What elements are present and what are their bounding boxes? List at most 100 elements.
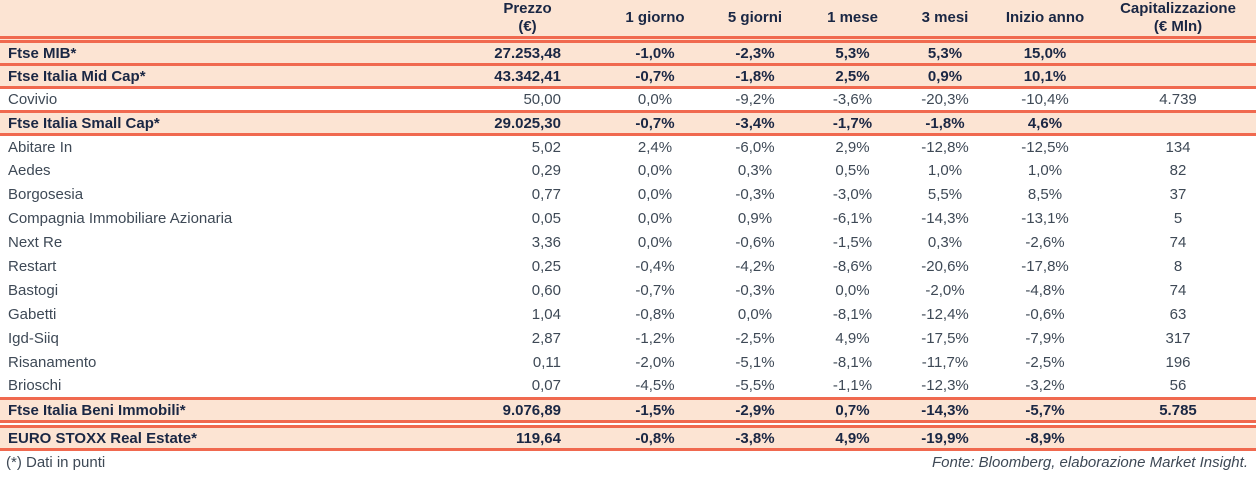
- cell-1-giorno: 0,0%: [637, 234, 673, 251]
- cell-capitalizzazione: 196: [1165, 354, 1191, 371]
- cell-1-mese: -8,1%: [832, 306, 873, 323]
- table-row-covivio: Covivio 50,00 0,0% -9,2% -3,6% -20,3% -10,4% 4.…: [0, 88, 1256, 112]
- cell-1-giorno: 0,0%: [637, 162, 673, 179]
- row-label: Aedes: [8, 162, 51, 179]
- cell-1-giorno: 0,0%: [637, 210, 673, 227]
- cell-1-mese: -1,5%: [832, 234, 873, 251]
- table-row-next-re: Next Re 3,36 0,0% -0,6% -1,5% 0,3% -2,6% 74: [0, 231, 1256, 255]
- cell-capitalizzazione: [1100, 42, 1256, 65]
- cell-3-mesi: 5,3%: [927, 44, 963, 62]
- cell-capitalizzazione: 74: [1169, 282, 1187, 299]
- cell-inizio-anno: -10,4%: [1021, 91, 1069, 108]
- cell-3-mesi: 1,0%: [927, 162, 963, 179]
- cell-prezzo: 9.076,89: [502, 401, 561, 419]
- cell-1-giorno: -4,5%: [635, 377, 675, 395]
- cell-inizio-anno: -13,1%: [1021, 210, 1069, 227]
- row-label: Bastogi: [8, 282, 59, 299]
- row-label: Ftse Italia Mid Cap*: [8, 67, 146, 85]
- table-row-brioschi: Brioschi 0,07 -4,5% -5,5% -1,1% -12,3% -3,2% 56: [0, 375, 1256, 399]
- cell-prezzo: 50,00: [523, 91, 561, 108]
- cell-5-giorni: -2,5%: [735, 330, 775, 347]
- row-label: Brioschi: [8, 377, 62, 395]
- cell-inizio-anno: -8,9%: [1025, 429, 1065, 447]
- table-row-risanamento: Risanamento 0,11 -2,0% -5,1% -8,1% -11,7% -2,5…: [0, 351, 1256, 375]
- cell-5-giorni: -3,8%: [735, 429, 775, 447]
- cell-capitalizzazione: 5.785: [1159, 401, 1197, 419]
- cell-prezzo: 0,11: [532, 354, 561, 371]
- cell-5-giorni: 0,0%: [737, 306, 773, 323]
- cell-inizio-anno: -2,6%: [1025, 234, 1065, 251]
- cell-capitalizzazione: 63: [1169, 306, 1187, 323]
- cell-prezzo: 3,36: [531, 234, 561, 251]
- table-row-gabetti: Gabetti 1,04 -0,8% 0,0% -8,1% -12,4% -0,6% 63: [0, 303, 1256, 327]
- cell-1-mese: -3,6%: [832, 91, 873, 108]
- cell-prezzo: 0,77: [531, 186, 561, 203]
- cell-inizio-anno: 8,5%: [1027, 186, 1063, 203]
- cell-inizio-anno: -12,5%: [1021, 138, 1069, 156]
- cell-1-giorno: 2,4%: [637, 138, 673, 156]
- row-label: Covivio: [8, 91, 58, 108]
- column-header-5-giorni: 5 giorni: [705, 0, 805, 39]
- table-row-ftse-mib: Ftse MIB* 27.253,48 -1,0% -2,3% 5,3% 5,3% 15,0…: [0, 41, 1256, 65]
- cell-capitalizzazione: [1100, 112, 1256, 135]
- cell-3-mesi: -14,3%: [921, 210, 969, 227]
- cell-5-giorni: -2,3%: [735, 44, 775, 62]
- table-row-ftse-italia-small-cap: Ftse Italia Small Cap* 29.025,30 -0,7% -3,4…: [0, 111, 1256, 135]
- cell-1-mese: 5,3%: [835, 44, 870, 62]
- cell-1-mese: 4,9%: [835, 429, 870, 447]
- cell-prezzo: 29.025,30: [494, 114, 561, 132]
- row-label: EURO STOXX Real Estate*: [8, 429, 197, 447]
- cell-3-mesi: -12,4%: [921, 306, 969, 323]
- divider-gap: [0, 37, 1256, 42]
- cell-inizio-anno: -2,5%: [1025, 354, 1065, 371]
- table-header-row: Prezzo (€) 1 giorno 5 giorni 1 mese 3 mesi Ini…: [0, 0, 1256, 39]
- cell-5-giorni: -4,2%: [735, 258, 775, 275]
- table-row-restart: Restart 0,25 -0,4% -4,2% -8,6% -20,6% -17,8% 8: [0, 255, 1256, 279]
- table-footer: (*) Dati in punti Fonte: Bloomberg, elab…: [0, 451, 1256, 472]
- row-label: Compagnia Immobiliare Azionaria: [8, 210, 233, 227]
- cell-capitalizzazione: 134: [1165, 138, 1191, 156]
- cell-1-giorno: -2,0%: [635, 354, 675, 371]
- cell-prezzo: 5,02: [531, 138, 561, 156]
- table-row-borgosesia: Borgosesia 0,77 0,0% -0,3% -3,0% 5,5% 8,5% 37: [0, 183, 1256, 207]
- cell-3-mesi: -20,3%: [921, 91, 969, 108]
- column-header-prezzo: Prezzo (€): [450, 0, 605, 39]
- cell-1-giorno: -0,8%: [635, 429, 675, 447]
- row-label: Ftse MIB*: [8, 44, 77, 62]
- cell-capitalizzazione: 4.739: [1159, 91, 1197, 108]
- table-row-igd-siiq: Igd-Siiq 2,87 -1,2% -2,5% 4,9% -17,5% -7,9% 317: [0, 327, 1256, 351]
- table-row-abitare-in: Abitare In 5,02 2,4% -6,0% 2,9% -12,8% -12,5% 1…: [0, 135, 1256, 159]
- cell-1-giorno: -0,4%: [635, 258, 675, 275]
- cell-inizio-anno: 10,1%: [1023, 67, 1067, 85]
- cell-3-mesi: -12,3%: [921, 377, 969, 395]
- cell-1-mese: -8,1%: [832, 354, 873, 371]
- footnote-dati-in-punti: (*) Dati in punti: [6, 454, 106, 471]
- cell-1-mese: -1,7%: [832, 114, 873, 132]
- cell-inizio-anno: -3,2%: [1025, 377, 1065, 395]
- cell-3-mesi: 0,3%: [927, 234, 963, 251]
- column-header-capitalizzazione: Capitalizzazione (€ Mln): [1100, 0, 1256, 39]
- cell-1-giorno: -1,2%: [635, 330, 675, 347]
- cell-1-mese: 4,9%: [835, 330, 870, 347]
- table-row-aedes: Aedes 0,29 0,0% 0,3% 0,5% 1,0% 1,0% 82: [0, 159, 1256, 183]
- cell-inizio-anno: -7,9%: [1025, 330, 1065, 347]
- row-label: Igd-Siiq: [8, 330, 59, 347]
- table-row-ftse-italia-mid-cap: Ftse Italia Mid Cap* 43.342,41 -0,7% -1,8% 2…: [0, 64, 1256, 88]
- cell-capitalizzazione: 5: [1173, 210, 1183, 227]
- cell-3-mesi: -14,3%: [921, 401, 969, 419]
- row-label: Ftse Italia Small Cap*: [8, 114, 160, 132]
- cell-5-giorni: -3,4%: [735, 114, 775, 132]
- cell-1-mese: 2,5%: [835, 67, 870, 85]
- row-label: Restart: [8, 258, 57, 275]
- table-row-compagnia-immobiliare-azionaria: Compagnia Immobiliare Azionaria 0,05 0,0% 0…: [0, 207, 1256, 231]
- cell-capitalizzazione: [1100, 65, 1256, 88]
- cell-capitalizzazione: 56: [1169, 377, 1187, 395]
- column-header-1-mese: 1 mese: [805, 0, 900, 39]
- cell-capitalizzazione: 74: [1169, 234, 1187, 251]
- cell-prezzo: 27.253,48: [494, 44, 561, 62]
- cell-inizio-anno: -17,8%: [1021, 258, 1069, 275]
- cell-inizio-anno: -0,6%: [1025, 306, 1065, 323]
- cell-prezzo: 0,25: [531, 258, 561, 275]
- cell-5-giorni: -2,9%: [735, 401, 775, 419]
